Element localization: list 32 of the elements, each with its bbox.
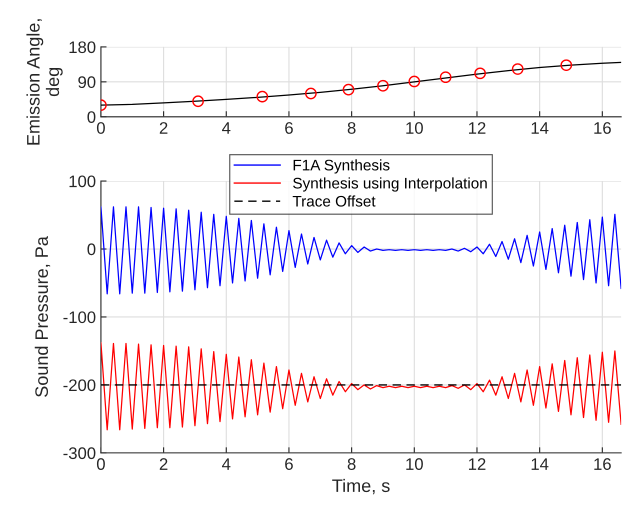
y-tick-label: 0	[87, 243, 96, 256]
x-tick-label: 0	[96, 458, 105, 470]
x-tick-label: 14	[532, 458, 548, 470]
y-tick-label: 90	[78, 76, 96, 88]
x-tick-label: 10	[406, 122, 423, 134]
x-tick-label: 8	[348, 458, 356, 470]
legend-label: Synthesis using Interpolation	[293, 177, 487, 192]
x-tick-label: 10	[406, 458, 423, 470]
x-tick-label: 0	[96, 122, 105, 134]
legend-label: Trace Offset	[292, 195, 376, 207]
y-tick-label: 100	[70, 175, 96, 188]
x-tick-label: 2	[160, 458, 168, 470]
y-axis-title: Sound Pressure, Pa	[34, 236, 50, 397]
x-tick-label: 4	[222, 122, 230, 134]
y-tick-label: -100	[63, 311, 96, 324]
x-tick-label: 8	[348, 122, 356, 134]
x-tick-label: 16	[594, 458, 611, 470]
x-tick-label: 4	[222, 458, 230, 470]
x-tick-label: 6	[285, 122, 293, 134]
y-tick-label: -300	[63, 447, 96, 460]
y-tick-label: 180	[70, 41, 96, 54]
x-tick-label: 2	[160, 122, 168, 134]
x-tick-label: 6	[285, 458, 293, 470]
x-tick-label: 14	[532, 122, 548, 134]
x-axis-title: Time, s	[332, 478, 390, 494]
legend-label: F1A Synthesis	[294, 159, 390, 174]
y-axis-title: Emission Angle, deg	[26, 19, 63, 145]
y-tick-label: -200	[63, 379, 96, 392]
y-tick-label: 0	[87, 111, 96, 123]
x-tick-label: 12	[468, 122, 486, 134]
x-tick-label: 16	[594, 122, 611, 134]
x-tick-label: 12	[468, 458, 486, 470]
